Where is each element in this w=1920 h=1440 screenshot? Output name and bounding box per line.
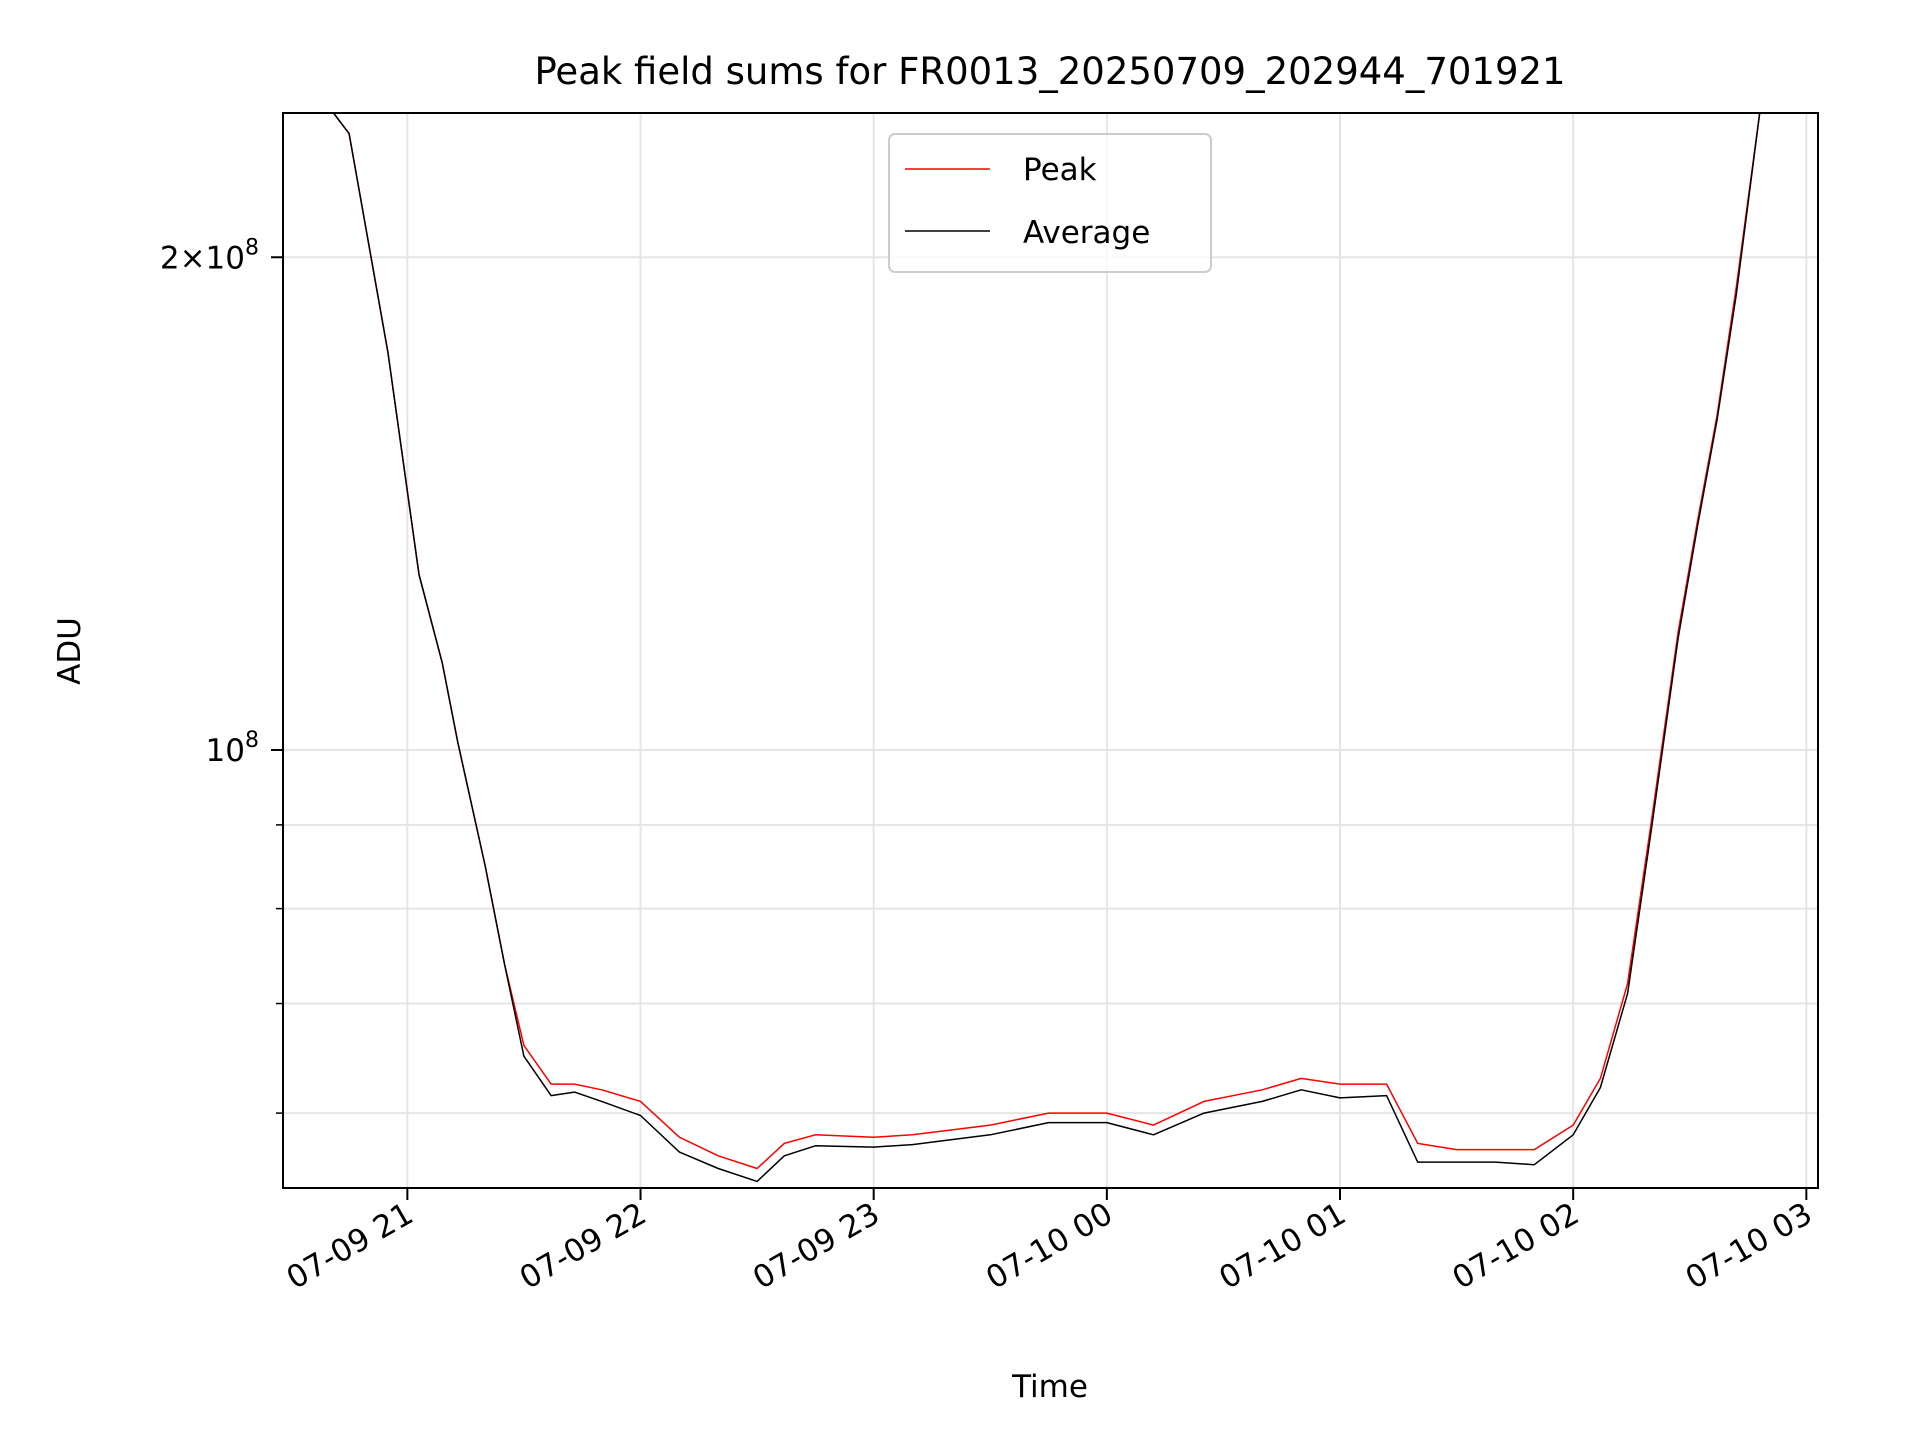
legend: Peak Average [888,133,1212,273]
plot-area-frame [282,112,1819,1189]
grid-lines [283,113,1818,1188]
series-line-average [286,112,1815,1183]
legend-label-peak: Peak [1023,152,1097,188]
legend-label-average: Average [1023,215,1150,251]
chart-title: Peak field sums for FR0013_20250709_2029… [534,50,1565,93]
y-axis-label: ADU [52,617,88,685]
series-lines [286,112,1815,1183]
x-axis-label: Time [1011,1369,1088,1405]
y-axis-ticks: 108 2×108 [160,235,283,1114]
y-tick-label: 108 [206,728,259,769]
y-tick-label: 2×108 [160,235,259,276]
